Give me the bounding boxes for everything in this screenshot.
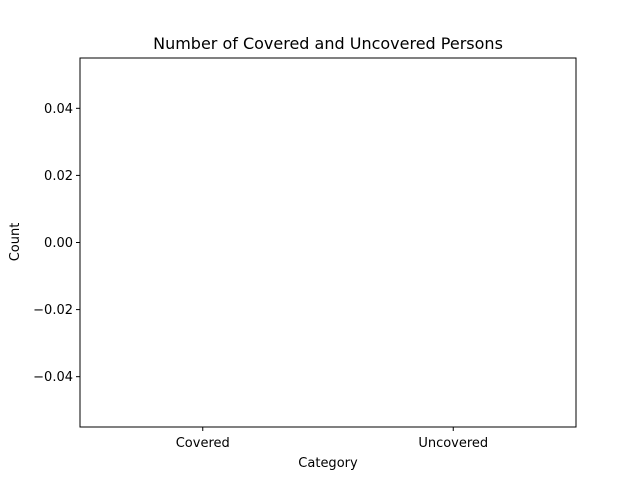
x-tick-label: Covered bbox=[176, 436, 230, 451]
x-axis-ticks: Covered Uncovered bbox=[176, 427, 488, 451]
y-tick-label: 0.00 bbox=[44, 236, 73, 251]
y-axis-label: Count bbox=[8, 223, 23, 262]
y-tick-label: 0.02 bbox=[44, 169, 73, 184]
y-tick-label: −0.04 bbox=[33, 370, 73, 385]
chart-title: Number of Covered and Uncovered Persons bbox=[153, 34, 503, 53]
y-tick-label: −0.02 bbox=[33, 303, 73, 318]
x-axis-label: Category bbox=[298, 456, 358, 471]
y-tick-label: 0.04 bbox=[44, 102, 73, 117]
y-axis-ticks: 0.04 0.02 0.00 −0.02 −0.04 bbox=[33, 102, 80, 385]
x-tick-label: Uncovered bbox=[418, 436, 488, 451]
plot-area: 0.04 0.02 0.00 −0.02 −0.04 Covered Uncovered bbox=[33, 57, 577, 451]
